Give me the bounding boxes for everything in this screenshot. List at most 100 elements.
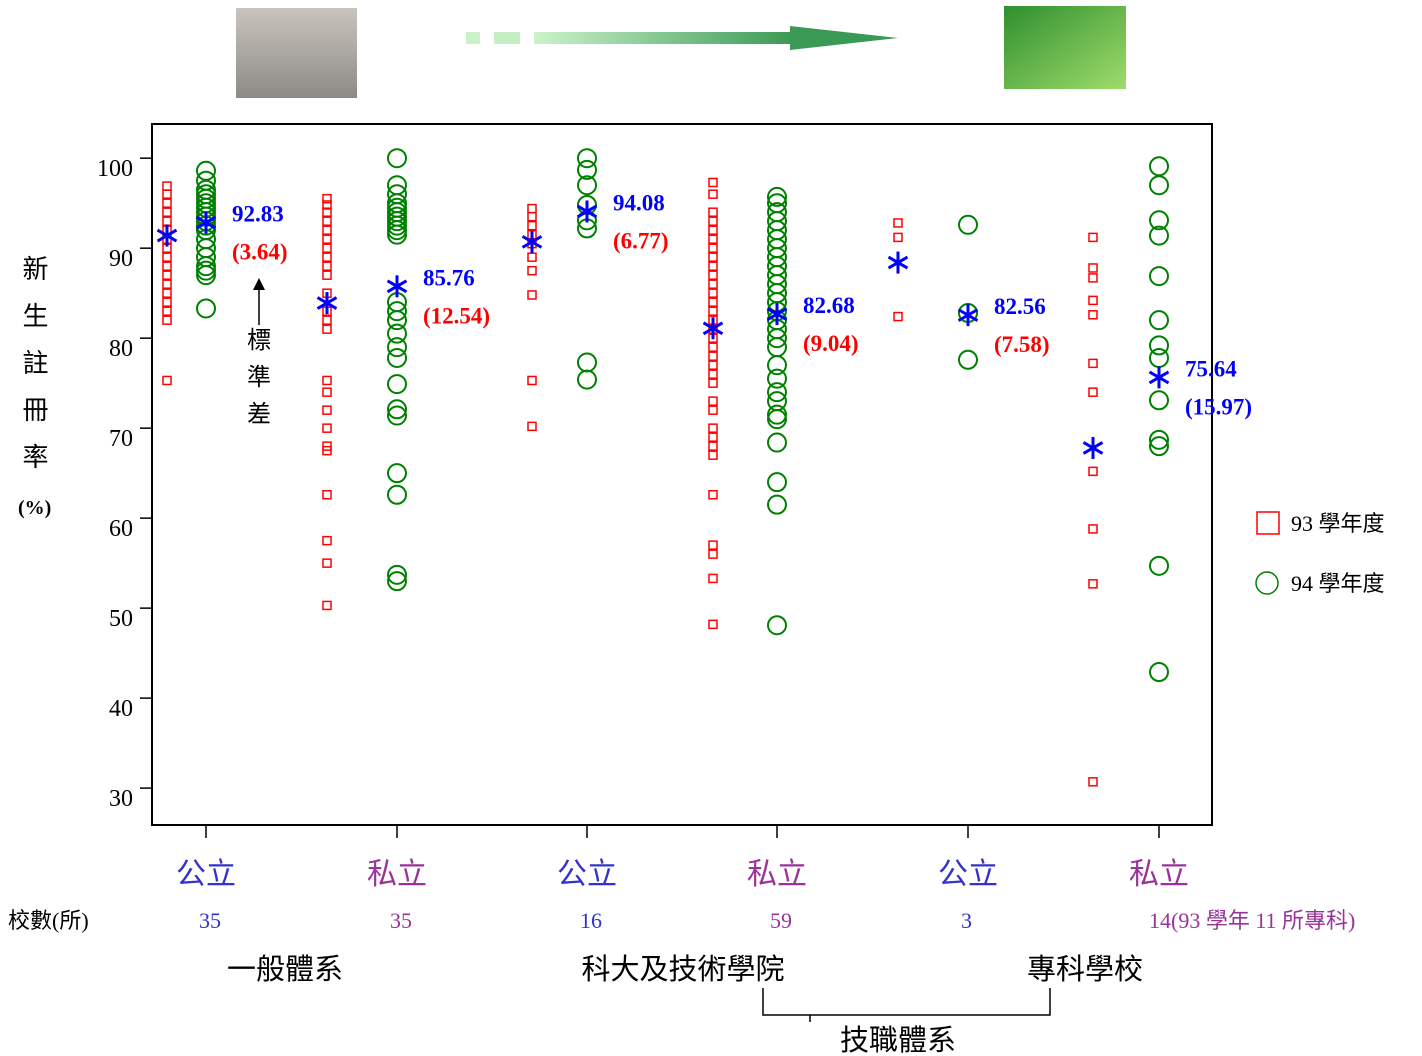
point — [162, 198, 172, 208]
point — [387, 310, 407, 331]
point — [708, 450, 718, 460]
point — [708, 405, 718, 415]
point — [387, 224, 407, 245]
mean-stroke — [1082, 441, 1104, 455]
point — [527, 252, 537, 262]
point — [527, 421, 537, 432]
mean-stroke — [887, 255, 909, 270]
point — [708, 573, 718, 584]
point — [527, 220, 537, 231]
point — [708, 279, 718, 289]
annotation-arrowhead — [253, 278, 265, 290]
x-tick-label: 公立 — [176, 858, 236, 891]
mean-label: 94.08 — [613, 190, 665, 215]
point — [162, 270, 172, 280]
point — [1088, 310, 1098, 320]
point — [162, 207, 172, 217]
point — [322, 200, 332, 210]
count: 14 — [1149, 908, 1171, 933]
system-label: 技職體系 — [840, 1024, 956, 1056]
x-tick-label: 私立 — [747, 858, 807, 891]
y-axis-label: 新生註冊率 — [19, 255, 48, 490]
mean-stroke — [386, 279, 408, 294]
mean-stroke — [1148, 370, 1170, 385]
point — [958, 349, 978, 370]
mean-marker — [1082, 436, 1104, 459]
point — [767, 186, 787, 207]
y-tick-label: 40 — [109, 696, 133, 722]
point — [162, 181, 172, 191]
count-label: 35 — [390, 908, 412, 933]
point — [527, 203, 537, 214]
count: 35 — [390, 908, 412, 933]
point — [708, 216, 718, 226]
mean-stroke — [957, 308, 979, 322]
x-tick-label: 私立 — [367, 858, 427, 891]
count-label: 3 — [961, 908, 972, 933]
point — [322, 261, 332, 271]
photo-graduate — [1004, 6, 1126, 89]
mean-stroke — [195, 215, 217, 230]
point — [387, 571, 407, 592]
mean-marker — [195, 211, 217, 234]
count-row-label: 校數(所) — [8, 908, 89, 933]
point — [767, 404, 787, 425]
count-label: 35 — [199, 908, 221, 933]
point — [708, 441, 718, 451]
arrow-dash — [466, 32, 480, 44]
point — [767, 432, 787, 453]
point — [708, 306, 718, 316]
point — [708, 243, 718, 253]
point — [708, 225, 718, 235]
point — [1088, 232, 1098, 243]
legend-label: 94 學年度 — [1291, 571, 1385, 596]
point — [322, 243, 332, 253]
plot-frame — [151, 123, 1213, 826]
point — [708, 177, 718, 188]
mean-marker — [386, 275, 408, 298]
point — [708, 396, 718, 406]
point — [708, 252, 718, 262]
annotation: 標準差 — [247, 327, 271, 428]
point — [527, 375, 537, 386]
point — [387, 337, 407, 358]
point — [322, 234, 332, 244]
point — [162, 252, 172, 262]
point — [387, 399, 407, 420]
point — [708, 207, 718, 217]
mean-marker — [316, 292, 338, 315]
point — [196, 265, 216, 286]
point — [708, 342, 718, 352]
y-tick-label: 50 — [109, 606, 133, 632]
point — [162, 216, 172, 226]
count-label: 16 — [580, 908, 602, 933]
point — [387, 211, 407, 232]
mean-stroke — [576, 204, 598, 219]
point — [162, 288, 172, 298]
point — [387, 374, 407, 395]
point — [767, 328, 787, 349]
point — [708, 297, 718, 307]
mean-marker — [1148, 366, 1170, 389]
point — [577, 175, 597, 196]
point — [322, 489, 332, 500]
count-label: 14(93 學年 11 所專科) — [1149, 908, 1355, 933]
point — [322, 252, 332, 262]
point — [708, 378, 718, 388]
point — [527, 290, 537, 300]
mean-label: 82.68 — [803, 293, 855, 318]
point — [162, 306, 172, 316]
point — [1149, 210, 1169, 231]
annotation-char: 標 — [247, 327, 271, 354]
point — [767, 409, 787, 430]
point — [322, 558, 332, 568]
count: 59 — [770, 908, 792, 933]
point — [708, 261, 718, 271]
point — [893, 218, 903, 228]
point — [322, 405, 332, 415]
point — [387, 323, 407, 344]
point — [708, 619, 718, 630]
mean-label: 75.64 — [1185, 356, 1237, 381]
point — [322, 600, 332, 611]
